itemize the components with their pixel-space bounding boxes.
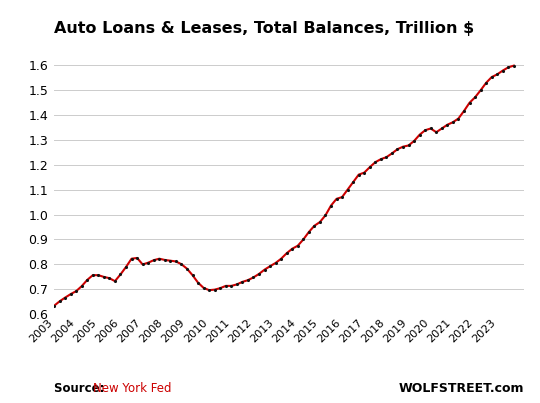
- Point: [476, 87, 485, 93]
- Point: [404, 142, 413, 149]
- Point: [482, 80, 490, 86]
- Point: [99, 274, 108, 280]
- Point: [177, 261, 186, 268]
- Point: [332, 195, 341, 202]
- Point: [382, 154, 391, 160]
- Point: [487, 74, 496, 80]
- Point: [443, 122, 451, 128]
- Point: [144, 260, 152, 266]
- Point: [233, 281, 241, 288]
- Point: [155, 256, 164, 262]
- Text: WOLFSTREET.com: WOLFSTREET.com: [399, 382, 524, 395]
- Point: [55, 298, 64, 305]
- Point: [282, 250, 291, 256]
- Point: [61, 295, 70, 301]
- Point: [354, 171, 363, 178]
- Point: [310, 222, 319, 229]
- Point: [327, 202, 335, 209]
- Point: [105, 275, 114, 281]
- Point: [249, 274, 258, 280]
- Point: [77, 283, 86, 289]
- Point: [83, 277, 92, 283]
- Point: [266, 263, 274, 270]
- Point: [172, 258, 180, 265]
- Point: [498, 67, 507, 74]
- Point: [288, 245, 296, 252]
- Point: [410, 138, 418, 144]
- Point: [227, 283, 235, 289]
- Point: [454, 115, 463, 122]
- Point: [271, 260, 280, 266]
- Point: [366, 164, 374, 170]
- Point: [122, 264, 130, 270]
- Text: New York Fed: New York Fed: [93, 382, 171, 395]
- Point: [138, 261, 147, 268]
- Point: [510, 62, 518, 69]
- Point: [205, 287, 213, 293]
- Point: [72, 288, 80, 294]
- Point: [50, 303, 58, 309]
- Point: [343, 186, 352, 193]
- Point: [460, 108, 468, 114]
- Point: [493, 71, 502, 77]
- Point: [238, 279, 247, 285]
- Point: [111, 278, 119, 285]
- Point: [504, 64, 512, 71]
- Point: [211, 287, 219, 293]
- Point: [321, 212, 330, 218]
- Point: [427, 125, 435, 132]
- Point: [465, 100, 474, 106]
- Point: [260, 266, 269, 273]
- Point: [216, 285, 225, 291]
- Point: [376, 156, 385, 162]
- Point: [116, 271, 125, 278]
- Point: [277, 256, 286, 262]
- Point: [127, 256, 136, 262]
- Point: [305, 229, 313, 235]
- Point: [94, 272, 103, 278]
- Point: [66, 291, 75, 297]
- Text: Auto Loans & Leases, Total Balances, Trillion $: Auto Loans & Leases, Total Balances, Tri…: [54, 21, 474, 36]
- Point: [150, 257, 158, 264]
- Point: [293, 243, 302, 249]
- Point: [199, 285, 208, 291]
- Point: [449, 119, 457, 125]
- Point: [437, 125, 446, 132]
- Point: [421, 127, 429, 133]
- Point: [371, 159, 380, 165]
- Point: [349, 179, 357, 185]
- Point: [299, 236, 308, 243]
- Point: [415, 131, 424, 138]
- Point: [188, 272, 197, 278]
- Point: [315, 219, 324, 225]
- Point: [244, 277, 252, 283]
- Text: Source:: Source:: [54, 382, 109, 395]
- Point: [183, 266, 191, 272]
- Point: [194, 279, 202, 286]
- Point: [360, 169, 369, 176]
- Point: [338, 194, 346, 200]
- Point: [399, 143, 407, 150]
- Point: [393, 146, 402, 152]
- Point: [221, 283, 230, 289]
- Point: [471, 94, 480, 100]
- Point: [255, 271, 264, 277]
- Point: [388, 150, 396, 157]
- Point: [160, 257, 169, 263]
- Point: [166, 258, 174, 264]
- Point: [133, 255, 141, 261]
- Point: [432, 129, 441, 135]
- Point: [89, 272, 97, 278]
